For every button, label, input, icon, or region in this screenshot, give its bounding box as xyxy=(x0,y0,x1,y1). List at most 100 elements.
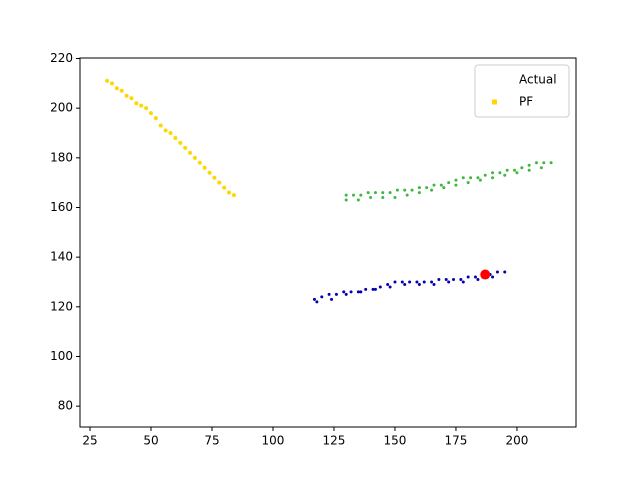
point xyxy=(527,163,531,167)
legend-box xyxy=(474,64,570,118)
x-tick-label: 200 xyxy=(506,434,529,448)
point xyxy=(327,292,331,296)
point xyxy=(466,277,470,281)
point xyxy=(422,280,426,284)
point xyxy=(351,193,355,197)
point xyxy=(503,270,507,274)
point xyxy=(153,116,158,121)
point xyxy=(188,150,193,155)
point xyxy=(395,188,399,192)
point xyxy=(202,165,207,170)
point xyxy=(454,178,458,182)
point xyxy=(432,183,436,187)
point xyxy=(222,185,227,190)
point xyxy=(119,88,124,93)
point xyxy=(344,193,348,197)
point xyxy=(178,140,183,145)
point xyxy=(373,287,377,291)
point xyxy=(480,269,491,280)
point xyxy=(515,171,519,175)
point xyxy=(527,168,531,172)
point xyxy=(197,160,202,165)
x-tick-label: 125 xyxy=(323,434,346,448)
y-tick-label: 80 xyxy=(58,399,73,413)
point xyxy=(466,181,470,185)
point xyxy=(478,178,482,182)
point xyxy=(356,290,360,294)
point xyxy=(334,292,338,296)
point xyxy=(330,297,334,301)
point xyxy=(473,275,477,279)
point xyxy=(163,128,168,133)
legend-label: PF xyxy=(519,95,533,109)
point xyxy=(386,282,390,286)
point xyxy=(491,171,495,175)
point xyxy=(542,161,546,165)
x-tick-label: 50 xyxy=(143,434,158,448)
point xyxy=(356,198,360,202)
point xyxy=(452,277,456,281)
point xyxy=(344,198,348,202)
point xyxy=(539,166,543,170)
point xyxy=(114,86,119,91)
point xyxy=(491,275,495,279)
point xyxy=(139,103,144,108)
point xyxy=(168,130,173,135)
point xyxy=(503,173,507,177)
point xyxy=(495,270,499,274)
point xyxy=(312,297,316,301)
point xyxy=(466,275,470,279)
point xyxy=(393,196,397,200)
point xyxy=(417,191,421,195)
point xyxy=(483,173,487,177)
point xyxy=(207,170,212,175)
legend-label: Actual xyxy=(519,73,557,87)
point xyxy=(148,111,153,116)
point xyxy=(109,81,114,86)
y-tick-label: 200 xyxy=(50,101,73,115)
point xyxy=(359,193,363,197)
point xyxy=(371,287,375,291)
y-tick-label: 220 xyxy=(50,51,73,65)
point xyxy=(373,191,377,195)
point xyxy=(430,188,434,192)
point xyxy=(192,155,197,160)
point xyxy=(183,145,188,150)
point xyxy=(454,183,458,187)
point xyxy=(364,287,368,291)
point xyxy=(217,180,222,185)
point xyxy=(534,161,538,165)
point xyxy=(320,295,324,299)
point xyxy=(403,282,407,286)
point xyxy=(476,277,480,281)
point xyxy=(400,280,404,284)
point xyxy=(403,188,407,192)
point xyxy=(430,280,434,284)
point xyxy=(105,78,110,83)
point xyxy=(520,166,524,170)
point xyxy=(173,135,178,140)
point xyxy=(393,280,397,284)
point xyxy=(408,280,412,284)
point xyxy=(491,176,495,180)
point xyxy=(447,280,451,284)
point xyxy=(513,168,517,172)
point xyxy=(549,161,553,165)
x-tick-label: 25 xyxy=(82,434,97,448)
point xyxy=(227,190,232,195)
point xyxy=(381,191,385,195)
point xyxy=(366,191,370,195)
point xyxy=(212,175,217,180)
point xyxy=(432,282,436,286)
point xyxy=(388,285,392,289)
legend-marker xyxy=(492,99,497,105)
point xyxy=(388,191,392,195)
point xyxy=(476,176,480,180)
point xyxy=(415,280,419,284)
point xyxy=(144,106,149,111)
point xyxy=(444,277,448,281)
point xyxy=(417,282,421,286)
point xyxy=(469,176,473,180)
point xyxy=(344,292,348,296)
point xyxy=(461,280,465,284)
